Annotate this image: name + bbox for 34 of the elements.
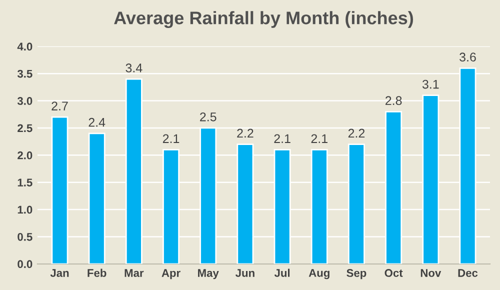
data-label: 2.5 (200, 112, 216, 122)
data-label: 3.6 (460, 52, 476, 62)
y-tick-label: 2.0 (18, 151, 32, 160)
y-tick-label: 1.0 (18, 206, 32, 214)
x-tick-label: Mar (124, 269, 144, 277)
data-label: 2.7 (52, 102, 68, 110)
y-tick-label: 2.5 (18, 124, 32, 132)
y-tick-label: 0.0 (18, 260, 32, 268)
x-tick-label: Jun (235, 269, 254, 277)
x-tick-label: Jan (50, 269, 69, 277)
data-label: 3.1 (422, 80, 439, 89)
data-label: 3.4 (126, 64, 142, 72)
x-tick-label: Dec (458, 269, 478, 277)
x-tick-label: Apr (162, 269, 180, 280)
data-label: 2.1 (311, 134, 328, 143)
x-tick-label: Oct (384, 269, 403, 277)
y-tick-label: 0.5 (18, 232, 32, 241)
x-tick-label: Sep (346, 269, 366, 280)
data-label: 2.2 (237, 128, 254, 138)
x-tick-label: Feb (88, 268, 106, 277)
data-label: 2.1 (162, 134, 180, 143)
data-label: 2.4 (88, 118, 106, 127)
x-tick-label: Aug (308, 269, 330, 280)
y-tick-label: 3.0 (17, 97, 32, 105)
y-tick-label: 3.5 (17, 70, 32, 78)
chart-title: Average Rainfall by Month (inches) (114, 11, 414, 28)
data-label: 2.8 (386, 96, 402, 106)
x-tick-label: Jul (274, 268, 290, 277)
x-tick-label: Nov (420, 269, 442, 277)
y-tick-label: 4.0 (17, 42, 32, 51)
data-label: 2.2 (348, 128, 365, 138)
y-tick-label: 1.5 (18, 178, 32, 186)
x-tick-label: May (198, 269, 219, 280)
data-label: 2.1 (274, 134, 290, 143)
